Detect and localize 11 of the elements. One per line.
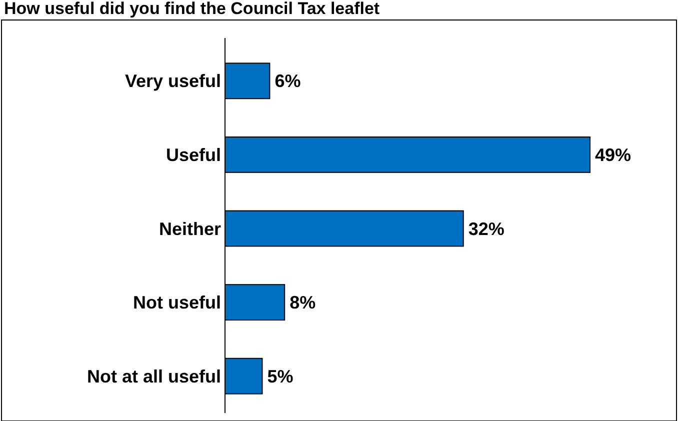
y-tick-label: Not at all useful [86, 366, 221, 386]
data-label: 49% [595, 145, 632, 165]
data-label: 5% [267, 366, 294, 386]
data-label: 32% [468, 218, 504, 239]
data-label: 6% [274, 71, 301, 92]
y-tick-label: Very useful [124, 71, 221, 92]
data-label: 8% [290, 292, 316, 313]
y-tick-label: Not useful [133, 292, 221, 313]
y-tick-label: Neither [158, 218, 221, 239]
y-tick-label: Useful [166, 145, 221, 165]
chart-title: How useful did you find the Council Tax leaflet [4, 0, 380, 18]
